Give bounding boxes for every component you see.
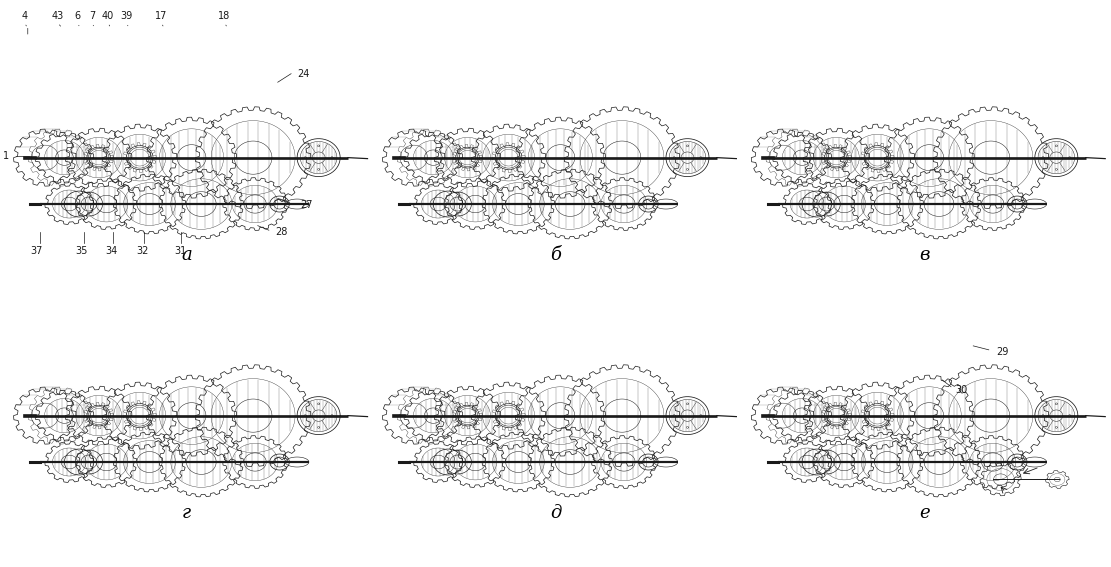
Text: 35: 35 [74,246,88,256]
Text: 39: 39 [120,11,133,21]
Text: 40: 40 [101,11,114,21]
Text: 1: 1 [3,151,10,161]
Text: 6: 6 [74,11,81,21]
Text: 29: 29 [997,346,1009,357]
Text: 24: 24 [298,69,310,79]
Text: 17: 17 [154,11,168,21]
Text: а: а [181,246,192,264]
Text: 30: 30 [955,385,968,395]
Text: 43: 43 [51,11,64,21]
Text: 34: 34 [104,246,118,256]
Text: 7: 7 [89,11,96,21]
Text: 31: 31 [173,246,187,256]
Text: г: г [182,504,191,522]
Text: е: е [919,504,930,522]
Text: 37: 37 [30,246,43,256]
Text: б: б [550,246,561,264]
Text: 27: 27 [300,200,312,210]
Text: 4: 4 [21,11,28,21]
Text: в: в [919,246,930,264]
Text: 32: 32 [136,246,149,256]
Text: 18: 18 [218,11,231,21]
Text: д: д [550,504,561,522]
Text: 28: 28 [276,227,288,238]
